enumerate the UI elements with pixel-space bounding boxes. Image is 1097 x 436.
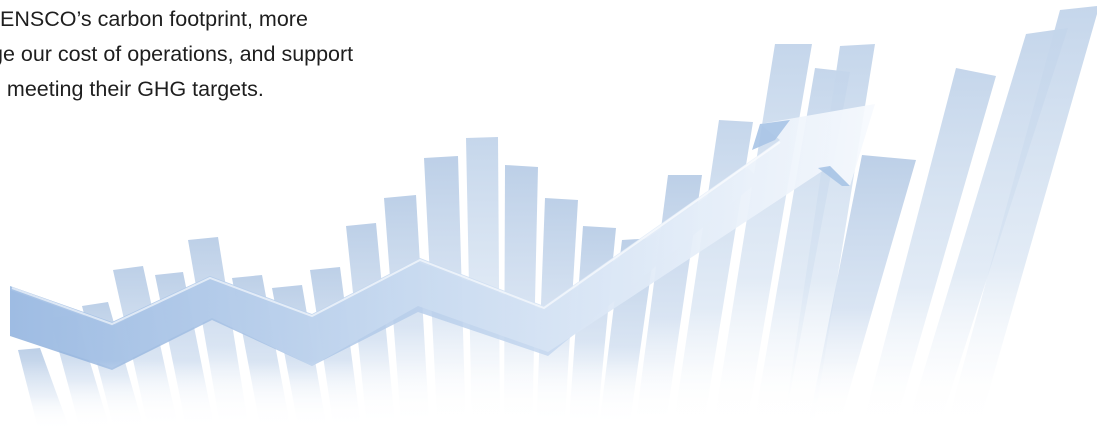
arrow-head-facet (752, 120, 790, 150)
bar (944, 6, 1097, 436)
caption-line-3: n meeting their GHG targets. (0, 77, 264, 101)
caption-line-1: ENSCO’s carbon footprint, more (0, 7, 308, 31)
bottom-fade (0, 360, 1097, 436)
arrow-highlight (11, 141, 781, 326)
caption-text: ENSCO’s carbon footprint, more ge our co… (0, 2, 520, 107)
arrow-body (10, 104, 875, 368)
bar (860, 68, 996, 436)
arrow-head-facet (818, 166, 850, 186)
bar (904, 28, 1068, 436)
rising-arrow (10, 104, 875, 370)
caption-line-2: ge our cost of operations, and support (0, 42, 354, 66)
